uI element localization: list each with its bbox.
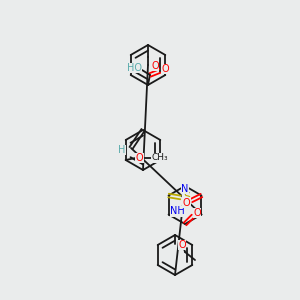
Text: CH₃: CH₃ — [152, 154, 168, 163]
Text: O: O — [178, 240, 186, 250]
Text: O: O — [151, 61, 159, 71]
Text: O: O — [183, 197, 190, 208]
Text: N: N — [181, 184, 189, 194]
Text: S: S — [183, 193, 190, 202]
Text: O: O — [161, 64, 169, 74]
Text: H: H — [118, 145, 126, 155]
Text: HO: HO — [127, 63, 142, 73]
Text: O: O — [136, 153, 143, 163]
Text: NH: NH — [170, 206, 185, 217]
Text: O: O — [193, 208, 201, 218]
